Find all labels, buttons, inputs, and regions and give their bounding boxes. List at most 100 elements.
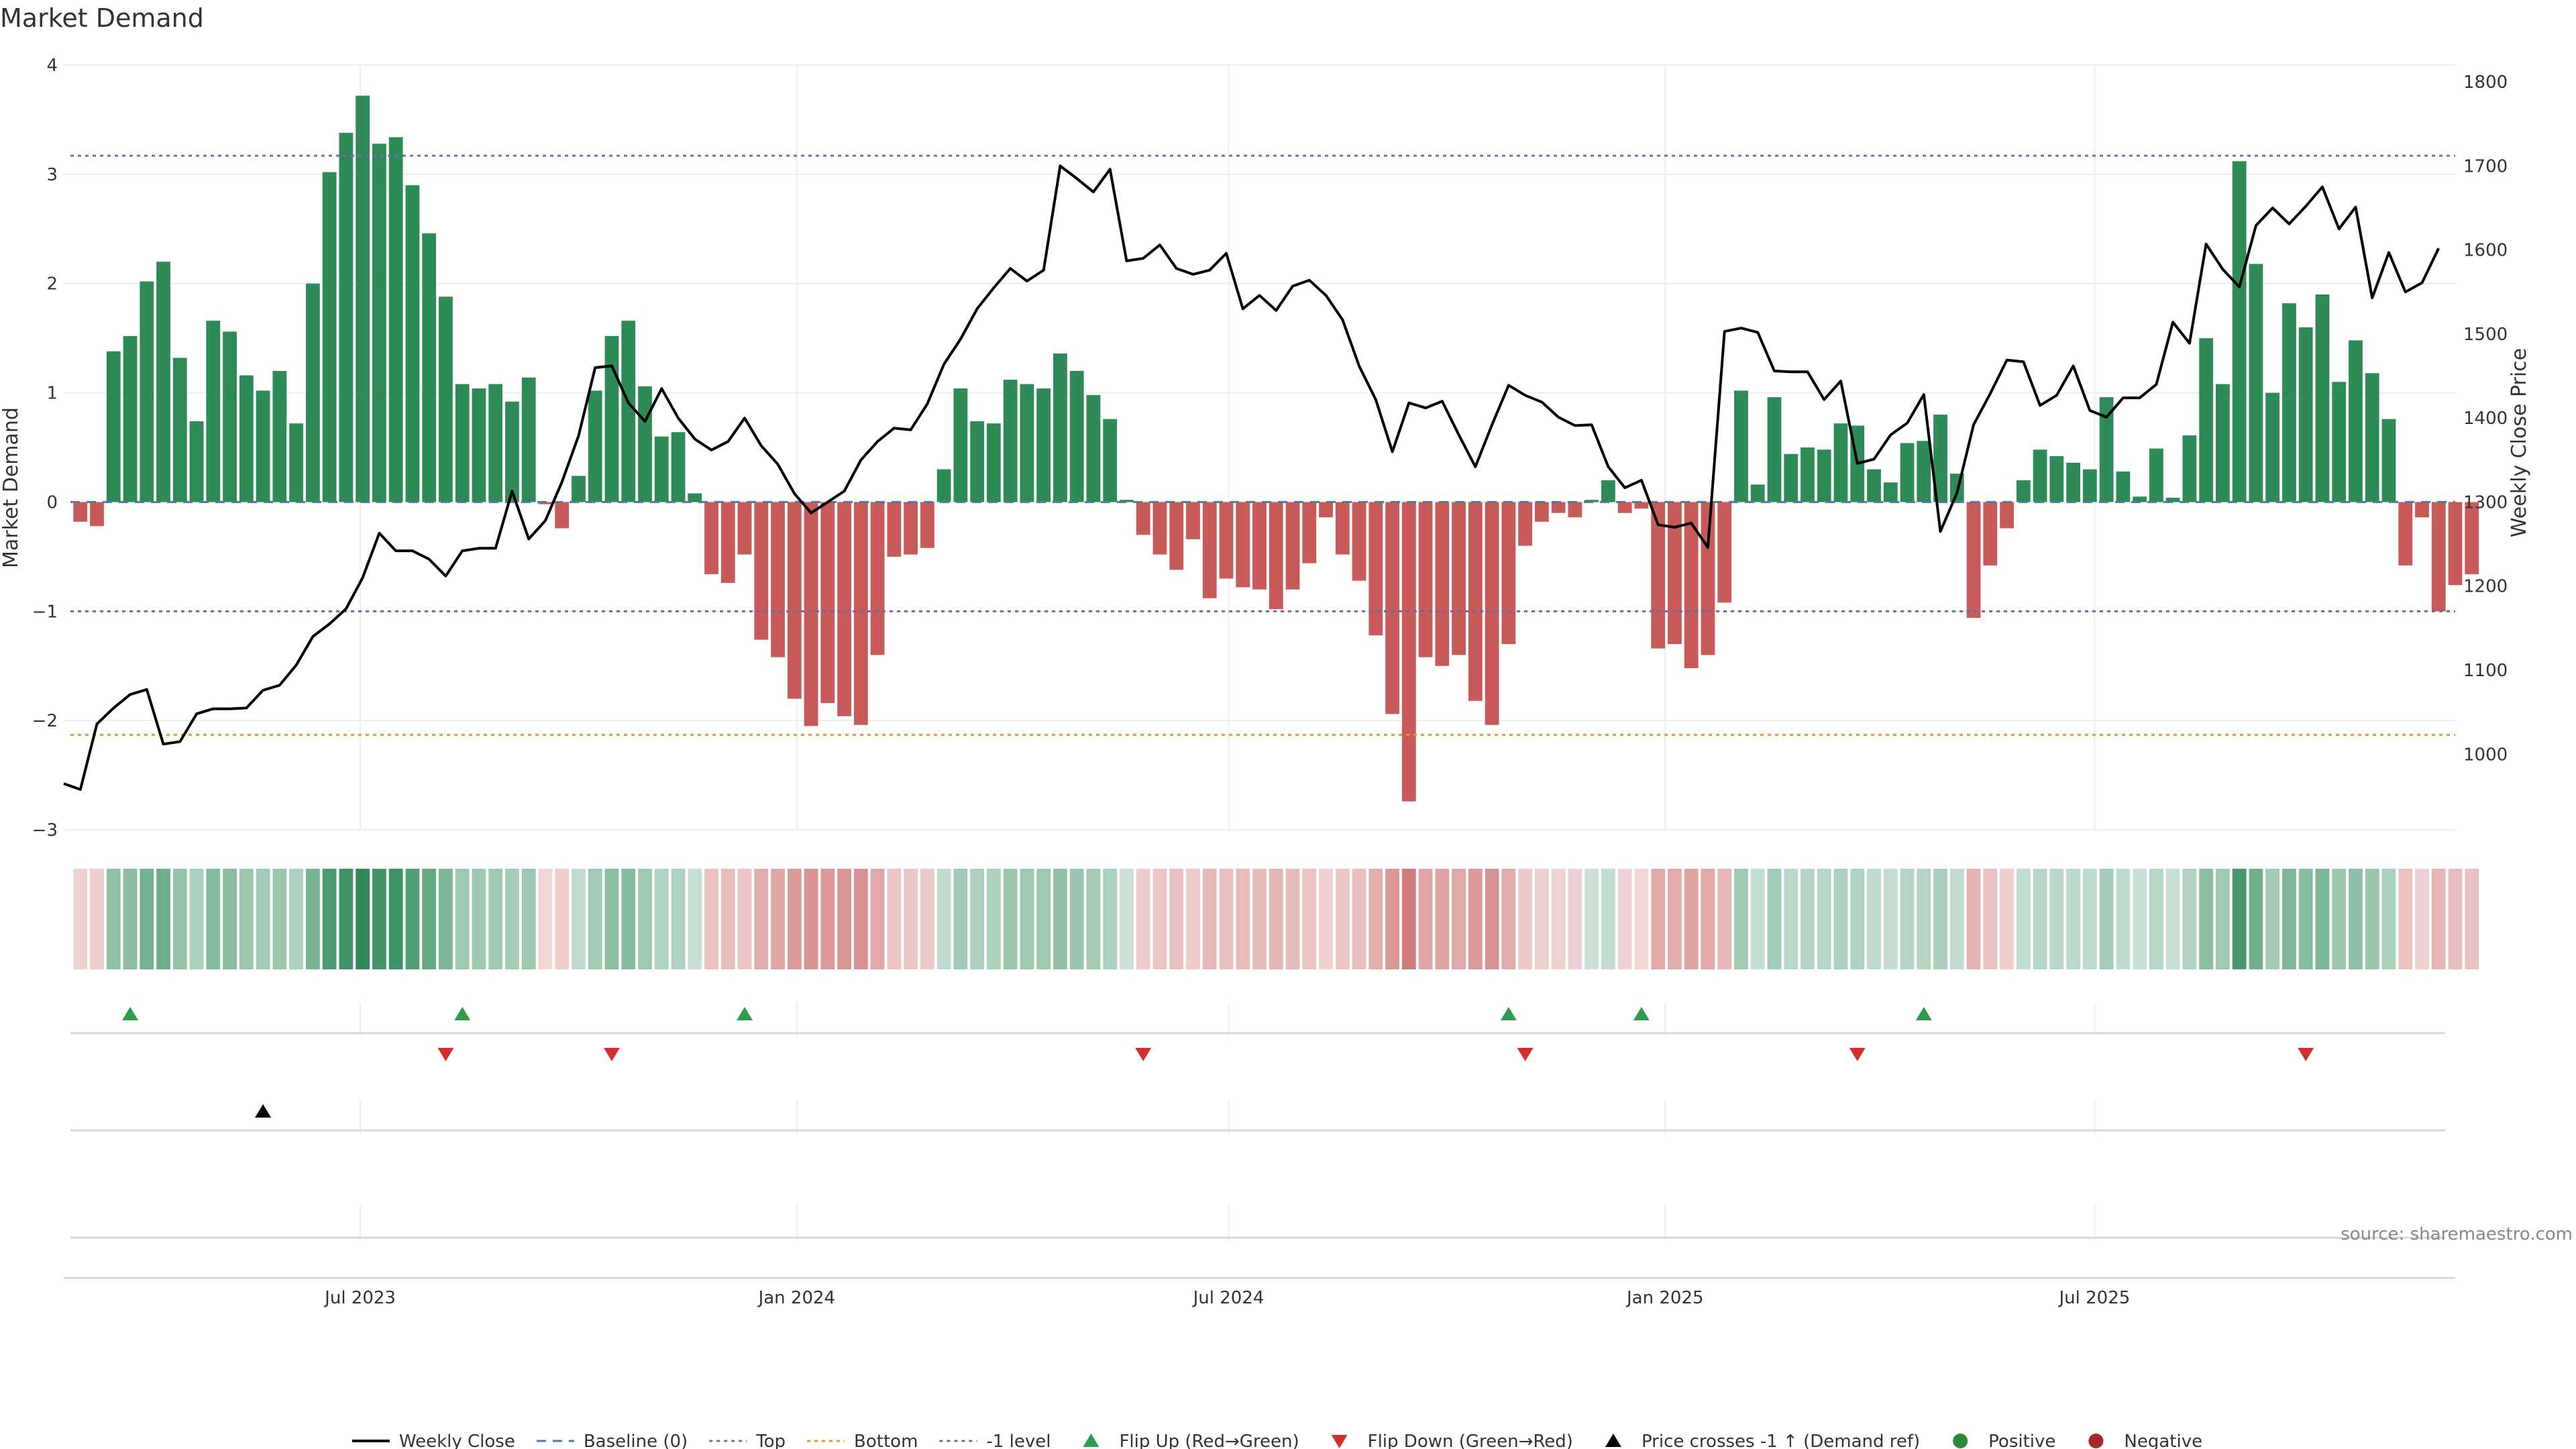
band-cell: [688, 869, 702, 969]
band-cell: [2349, 869, 2363, 969]
demand-bar: [1003, 380, 1018, 502]
demand-bar: [2415, 502, 2429, 518]
band-cell: [1551, 869, 1566, 969]
demand-bar: [1933, 415, 1947, 502]
band-cell: [671, 869, 686, 969]
demand-bar: [206, 321, 221, 502]
band-cell: [538, 869, 553, 969]
band-cell: [1435, 869, 1450, 969]
demand-bar: [2000, 502, 2014, 529]
band-cell: [1850, 869, 1865, 969]
demand-bar: [2199, 338, 2214, 502]
band-cell: [521, 869, 536, 969]
demand-bar: [1966, 502, 1981, 619]
demand-bar: [2182, 435, 2197, 502]
band-cell: [1534, 869, 1549, 969]
band-cell: [73, 869, 88, 969]
band-cell: [156, 869, 170, 969]
flip-down-marker: [437, 1048, 454, 1061]
band-cell: [405, 869, 420, 969]
x-tick-label: Jan 2024: [757, 1288, 836, 1308]
demand-bar: [1734, 390, 1748, 502]
band-cell: [853, 869, 868, 969]
demand-bar: [1036, 388, 1051, 502]
y-tick-label: 0: [46, 492, 58, 513]
legend-item: Flip Down (Green→Red): [1331, 1432, 1573, 1449]
demand-bar: [405, 185, 420, 502]
band-cell: [1152, 869, 1167, 969]
legend-swatch: [1331, 1435, 1348, 1448]
demand-bar: [2099, 397, 2114, 502]
band-cell: [305, 869, 320, 969]
demand-bar: [936, 469, 951, 502]
x-tick-label: Jul 2023: [323, 1288, 396, 1308]
band-cell: [455, 869, 470, 969]
demand-bar: [1551, 502, 1566, 513]
demand-bar: [1435, 502, 1450, 666]
band-cell: [2182, 869, 2197, 969]
demand-bar: [970, 421, 985, 502]
demand-bar: [2232, 161, 2247, 502]
demand-band-strip: [73, 869, 2479, 969]
band-cell: [2381, 869, 2396, 969]
band-cell: [1617, 869, 1632, 969]
demand-bar: [1485, 502, 1499, 725]
band-cell: [223, 869, 237, 969]
demand-bar: [2066, 462, 2080, 502]
demand-bar: [555, 502, 570, 529]
band-cell: [2265, 869, 2280, 969]
band-cell: [555, 869, 570, 969]
band-cell: [2000, 869, 2014, 969]
band-cell: [1120, 869, 1134, 969]
band-cell: [2415, 869, 2429, 969]
demand-bar: [1152, 502, 1167, 555]
band-cell: [2216, 869, 2230, 969]
demand-bar: [2165, 497, 2180, 502]
legend-item: Price crosses -1 ↑ (Demand ref): [1605, 1432, 1920, 1449]
band-cell: [2199, 869, 2214, 969]
band-cell: [704, 869, 718, 969]
demand-bar: [2431, 502, 2446, 612]
demand-bar: [2016, 480, 2031, 502]
band-cell: [2298, 869, 2313, 969]
band-cell: [588, 869, 602, 969]
band-cell: [1020, 869, 1034, 969]
band-cell: [106, 869, 121, 969]
legend-label: Top: [755, 1432, 786, 1449]
band-cell: [1269, 869, 1283, 969]
demand-bar: [2365, 373, 2379, 502]
band-cell: [787, 869, 802, 969]
axis-labels: −3 −2 −1 0 1 2 3 4 1000 1100 1200 1300 1400 1500 1600 1…: [32, 56, 2508, 1308]
y2-tick-label: 1500: [2463, 325, 2508, 345]
demand-bar: [289, 423, 303, 502]
demand-bar: [339, 132, 354, 502]
legend-label: Weekly Close: [399, 1432, 515, 1449]
demand-bar: [1883, 482, 1898, 502]
demand-bar: [1335, 502, 1350, 555]
band-cell: [1601, 869, 1615, 969]
demand-bar: [1302, 502, 1317, 564]
legend-item: Positive: [1953, 1432, 2055, 1449]
band-cell: [2431, 869, 2446, 969]
y-tick-label: −2: [32, 711, 58, 731]
demand-bar: [521, 377, 536, 502]
legend-label: Positive: [1988, 1432, 2055, 1449]
band-cell: [2232, 869, 2247, 969]
band-cell: [2066, 869, 2080, 969]
band-cell: [2249, 869, 2263, 969]
weekly-close-line: [63, 164, 2440, 791]
demand-bar: [2282, 303, 2296, 502]
flip-down-marker: [2298, 1048, 2314, 1061]
demand-bar: [356, 95, 370, 502]
demand-bar: [1252, 502, 1267, 590]
band-cell: [2133, 869, 2147, 969]
demand-bar: [1701, 502, 1715, 655]
demand-bar: [704, 502, 718, 574]
demand-bar: [73, 502, 88, 522]
signal-markers: [122, 1007, 2314, 1118]
band-cell: [1817, 869, 1831, 969]
band-cell: [339, 869, 354, 969]
demand-bar: [472, 388, 486, 502]
demand-bar: [1684, 502, 1699, 668]
